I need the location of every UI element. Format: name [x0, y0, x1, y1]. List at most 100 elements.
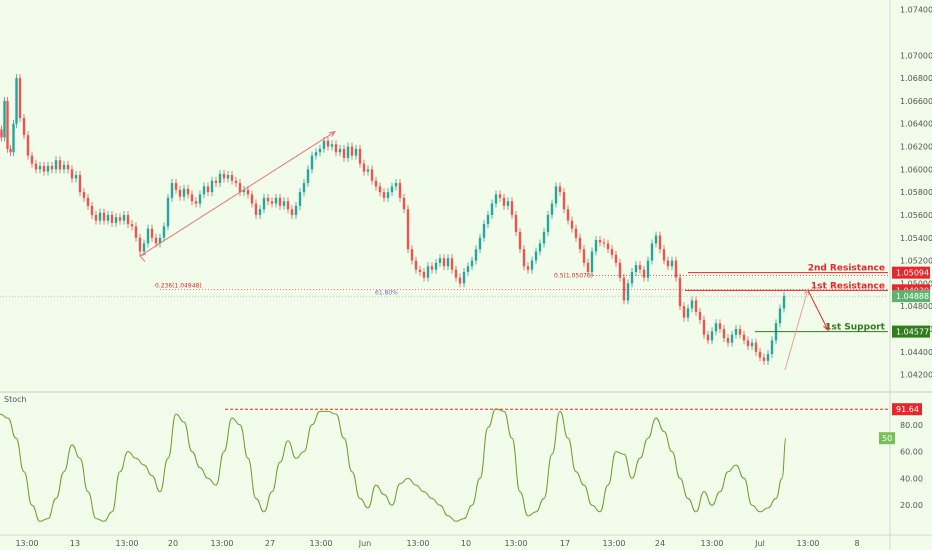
trend-arrow-up	[139, 131, 336, 257]
candle-body	[350, 146, 354, 156]
candle-body	[702, 319, 706, 335]
candle-body	[598, 240, 602, 243]
fib-0236-label: 0.236(1.04948)	[155, 282, 202, 289]
price-tick-label: 1.06000	[900, 165, 932, 174]
candle-body	[218, 173, 222, 184]
candle-body	[26, 135, 30, 156]
candle-body	[662, 249, 666, 261]
candle-body	[214, 180, 218, 184]
candle-body	[106, 214, 110, 221]
candle-body	[746, 340, 750, 347]
candle-body	[86, 197, 90, 206]
time-tick-label: 27	[265, 539, 275, 548]
price-tag-bg	[892, 266, 930, 279]
candle-body	[738, 328, 742, 335]
candle-body	[98, 212, 102, 221]
candle-body	[754, 342, 758, 352]
candle-body	[766, 354, 770, 361]
candle-body	[274, 197, 278, 204]
fib-618-label: 61.80%	[375, 289, 398, 296]
candle-body	[202, 186, 206, 195]
candle-body	[446, 258, 450, 267]
price-tick-label: 1.04400	[900, 348, 932, 357]
overbought-tag-bg	[892, 403, 922, 416]
candle-body	[718, 323, 722, 329]
candle-body	[670, 260, 674, 267]
candle-body	[470, 260, 474, 267]
candle-body	[66, 164, 70, 170]
price-tick-label: 1.07400	[900, 6, 932, 15]
candle-body	[714, 323, 718, 332]
candle-body	[78, 175, 82, 193]
candle-body	[522, 249, 526, 267]
candle-body	[602, 242, 606, 244]
candle-body	[0, 129, 3, 138]
fib-05-label: 0.5(1.05070)	[554, 272, 593, 279]
price-tick-label: 1.05800	[900, 188, 932, 197]
time-tick-label: 8	[854, 539, 859, 548]
candle-body	[414, 260, 418, 270]
candle-body	[102, 212, 106, 221]
candle-body	[22, 118, 26, 136]
time-tick-label: 13:00	[796, 539, 819, 548]
candle-body	[622, 277, 626, 301]
stochastic-pane[interactable]: Stoch 50	[0, 395, 895, 522]
last-price-tag-bg	[892, 290, 930, 303]
candle-body	[314, 152, 318, 156]
candle-body	[430, 266, 434, 270]
candle-body	[154, 237, 158, 244]
candle-body	[558, 186, 562, 193]
indicator-label: Stoch	[4, 395, 27, 404]
candle-body	[618, 262, 622, 278]
candle-body	[290, 209, 294, 215]
candle-body	[722, 328, 726, 339]
price-tag-text: 1.05094	[896, 269, 929, 278]
candle-body	[502, 197, 506, 206]
candle-body	[50, 165, 54, 170]
candle-body	[170, 183, 174, 198]
price-tick-label: 1.04200	[900, 371, 932, 380]
stoch-current-tag: 50	[879, 432, 895, 445]
candle-body	[566, 209, 570, 221]
overbought-tag-text: 91.64	[896, 405, 919, 414]
candle-body	[362, 163, 366, 172]
candle-body	[686, 308, 690, 318]
time-axis[interactable]: 13:00 13 13:00 20 13:00 27 13:00 Jun 13:00 10 13:0…	[15, 539, 859, 548]
candle-body	[250, 194, 254, 204]
candle-body	[12, 123, 15, 153]
candle-body	[758, 351, 762, 358]
candle-body	[474, 249, 478, 261]
candle-body	[778, 308, 782, 324]
candle-body	[534, 251, 538, 261]
candle-body	[226, 175, 230, 179]
candle-body	[506, 201, 510, 206]
time-tick-label: 13:00	[115, 539, 138, 548]
stochastic-axis[interactable]: 80.00 60.00 40.00 20.00 91.64	[892, 403, 923, 510]
candle-body	[282, 201, 286, 206]
candle-body	[186, 188, 190, 195]
candle-body	[510, 201, 514, 215]
stoch-current-bg	[879, 432, 895, 445]
candle-body	[610, 249, 614, 255]
candle-body	[82, 192, 86, 198]
level-price-tag: 1.04577	[892, 325, 930, 338]
candle-body	[74, 175, 78, 179]
candle-body	[638, 265, 642, 270]
candle-body	[458, 277, 462, 284]
candle-body	[126, 214, 130, 225]
candle-body	[730, 334, 734, 343]
overbought-tag: 91.64	[892, 403, 922, 416]
projection-arrow-down-head	[823, 324, 829, 332]
candle-body	[394, 183, 398, 187]
candle-body	[694, 300, 698, 312]
candle-body	[318, 148, 322, 153]
price-tick-label: 1.05200	[900, 257, 932, 266]
candle-body	[742, 334, 746, 341]
candle-body	[762, 357, 766, 361]
price-tick-label: 1.05000	[900, 279, 932, 288]
price-axis[interactable]: 1.07400 1.07000 1.06800 1.06600 1.06400 1.062…	[892, 6, 932, 380]
candle-body	[354, 148, 358, 156]
